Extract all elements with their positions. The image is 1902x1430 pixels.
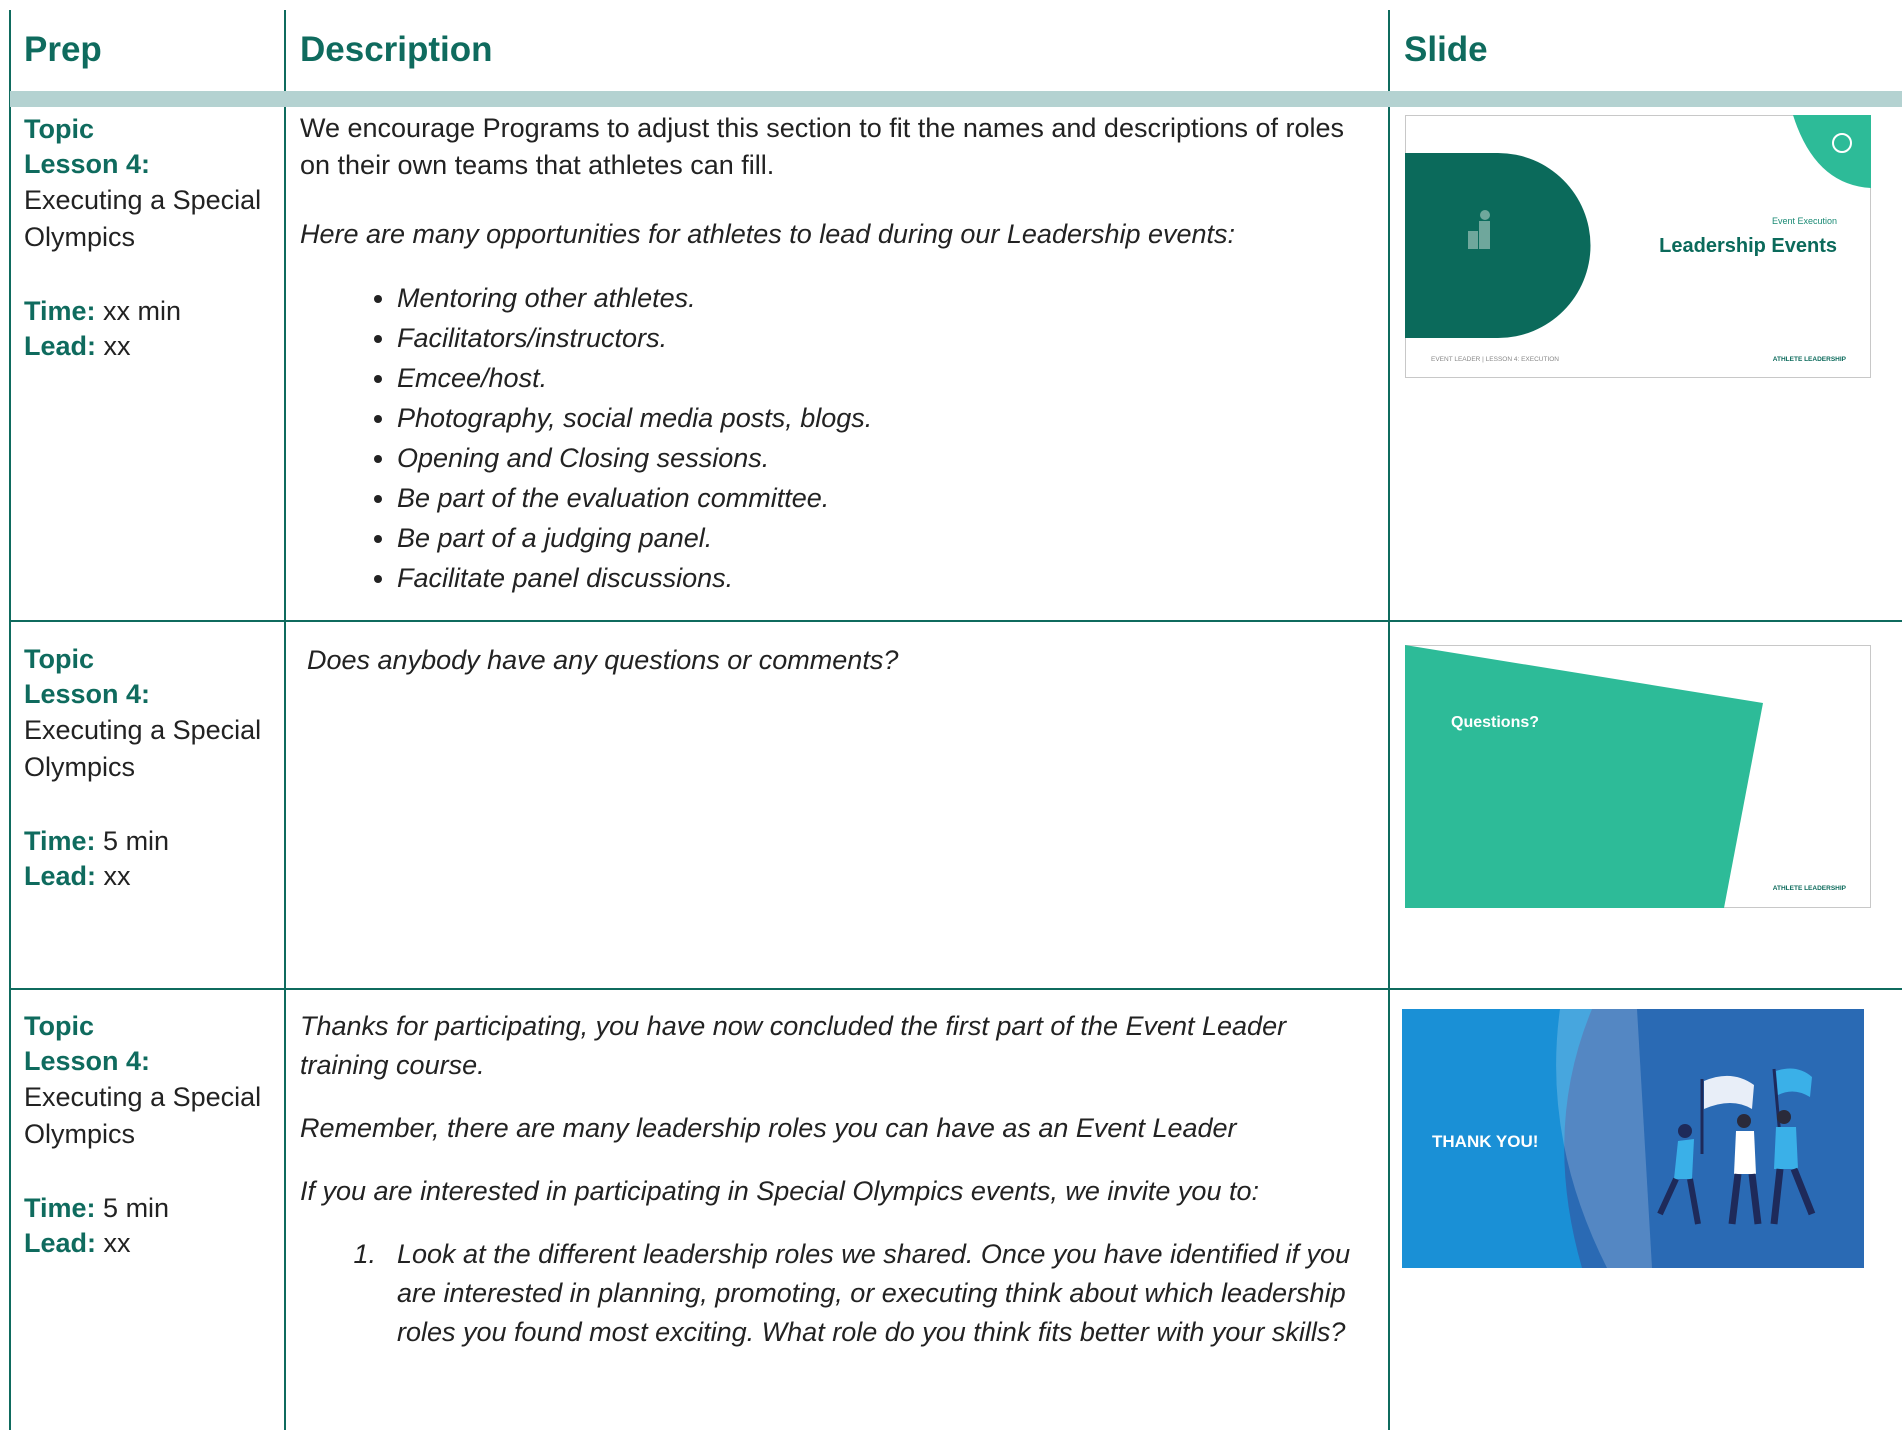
- slide-title: Leadership Events: [1659, 235, 1837, 257]
- time: 5 min: [103, 826, 170, 856]
- slide-footer: ATHLETE LEADERSHIP: [1773, 356, 1847, 363]
- time: xx min: [103, 296, 182, 326]
- row-divider: [10, 988, 1902, 990]
- paragraph: Does anybody have any questions or comme…: [307, 645, 899, 675]
- slide-footer: ATHLETE LEADERSHIP: [1773, 885, 1847, 892]
- bullet: Photography, social media posts, blogs.: [397, 398, 1380, 438]
- bullet: Be part of a judging panel.: [397, 518, 1380, 558]
- paragraph: Thanks for participating, you have now c…: [300, 1011, 1287, 1080]
- lead-label: Lead:: [24, 1228, 97, 1258]
- lesson: Lesson 4:: [24, 679, 151, 709]
- prep-cell: Topic Lesson 4: Executing a Special Olym…: [24, 1009, 274, 1261]
- bullet: Opening and Closing sessions.: [397, 438, 1380, 478]
- column-divider: [284, 10, 286, 1430]
- lesson: Lesson 4:: [24, 149, 151, 179]
- bullet: Facilitate panel discussions.: [397, 558, 1380, 598]
- slide-kicker: Event Execution: [1772, 216, 1837, 226]
- header-description: Description: [300, 30, 493, 69]
- prep-cell: Topic Lesson 4: Executing a Special Olym…: [24, 642, 274, 894]
- slide-thumbnail: Questions? ATHLETE LEADERSHIP: [1405, 645, 1871, 908]
- lead: xx: [103, 861, 131, 891]
- numbered-item: 1. Look at the different leadership role…: [300, 1235, 1380, 1352]
- bullet-list: Mentoring other athletes. Facilitators/i…: [300, 278, 1380, 598]
- lesson-name: Executing a Special Olympics: [24, 185, 262, 252]
- lead-label: Lead:: [24, 861, 97, 891]
- paragraph: Here are many opportunities for athletes…: [300, 219, 1236, 249]
- bullet: Mentoring other athletes.: [397, 278, 1380, 318]
- lead: xx: [103, 331, 131, 361]
- time-label: Time:: [24, 1193, 96, 1223]
- column-divider: [1388, 10, 1390, 1430]
- header-prep: Prep: [24, 30, 102, 69]
- lesson: Lesson 4:: [24, 1046, 151, 1076]
- description-cell: Thanks for participating, you have now c…: [300, 1007, 1380, 1352]
- bullet: Be part of the evaluation committee.: [397, 478, 1380, 518]
- item-number: 1.: [353, 1239, 376, 1269]
- paragraph: If you are interested in participating i…: [300, 1176, 1259, 1206]
- paragraph: Remember, there are many leadership role…: [300, 1113, 1237, 1143]
- header-slide: Slide: [1404, 30, 1488, 69]
- description-cell: We encourage Programs to adjust this sec…: [300, 110, 1380, 598]
- row-divider: [10, 620, 1902, 622]
- description-cell: Does anybody have any questions or comme…: [307, 641, 1387, 711]
- slide-thumbnail: THANK YOU!: [1402, 1009, 1864, 1268]
- time-label: Time:: [24, 296, 96, 326]
- time: 5 min: [103, 1193, 170, 1223]
- slide-footer: EVENT LEADER | LESSON 4: EXECUTION: [1431, 356, 1559, 363]
- lesson-name: Executing a Special Olympics: [24, 715, 262, 782]
- topic: Topic: [24, 114, 94, 144]
- lead: xx: [103, 1228, 131, 1258]
- lead-label: Lead:: [24, 331, 97, 361]
- header-band: [10, 91, 1902, 107]
- topic: Topic: [24, 1011, 94, 1041]
- bullet: Emcee/host.: [397, 358, 1380, 398]
- paragraph: We encourage Programs to adjust this sec…: [300, 113, 1345, 180]
- lesson-name: Executing a Special Olympics: [24, 1082, 262, 1149]
- slide-title: THANK YOU!: [1432, 1132, 1538, 1151]
- slide-thumbnail: Event Execution Leadership Events EVENT …: [1405, 115, 1871, 378]
- bullet: Facilitators/instructors.: [397, 318, 1380, 358]
- border-left: [9, 10, 11, 1430]
- prep-cell: Topic Lesson 4: Executing a Special Olym…: [24, 112, 274, 364]
- slide-title: Questions?: [1451, 714, 1539, 731]
- time-label: Time:: [24, 826, 96, 856]
- item-text: Look at the different leadership roles w…: [397, 1239, 1351, 1347]
- topic: Topic: [24, 644, 94, 674]
